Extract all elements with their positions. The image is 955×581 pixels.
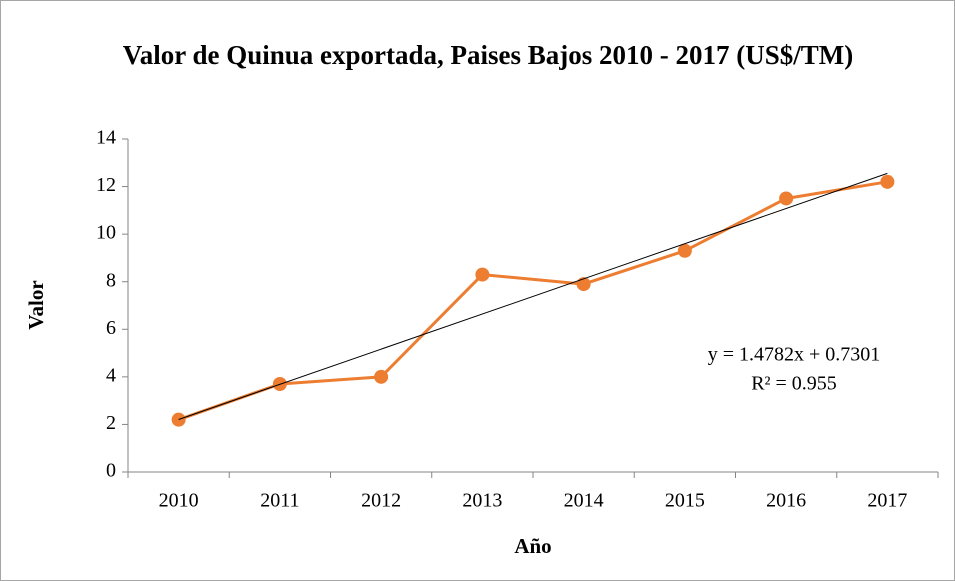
data-point [677,243,692,258]
x-tick-label: 2010 [159,490,199,512]
chart-title: Valor de Quinua exportada, Paises Bajos … [122,40,854,70]
x-tick-label: 2015 [665,490,705,512]
y-tick-label: 10 [96,222,116,244]
data-point [374,369,389,384]
data-line [178,180,888,422]
x-axis-title: Año [514,534,551,558]
y-tick-label: 14 [96,127,116,149]
data-point [171,412,186,427]
trendline-equation: y = 1.4782x + 0.7301 [708,344,881,366]
x-tick-label: 2014 [564,490,604,512]
x-tick-label: 2012 [361,490,401,512]
y-tick-label: 4 [106,364,116,386]
y-tick-label: 2 [106,412,116,434]
data-point [576,277,591,292]
trendline [178,172,888,420]
y-tick-label: 0 [106,460,116,482]
data-point [475,267,490,282]
y-axis-title: Valor [24,280,48,329]
data-point [779,191,794,206]
x-tick-label: 2013 [462,490,502,512]
y-tick-label: 12 [96,174,116,196]
x-tick-label: 2011 [260,490,299,512]
trendline-r2: R² = 0.955 [751,373,837,395]
data-point [880,174,895,189]
y-tick-label: 6 [106,317,116,339]
x-tick-label: 2016 [766,490,806,512]
x-tick-label: 2017 [867,490,907,512]
y-tick-label: 8 [106,269,116,291]
